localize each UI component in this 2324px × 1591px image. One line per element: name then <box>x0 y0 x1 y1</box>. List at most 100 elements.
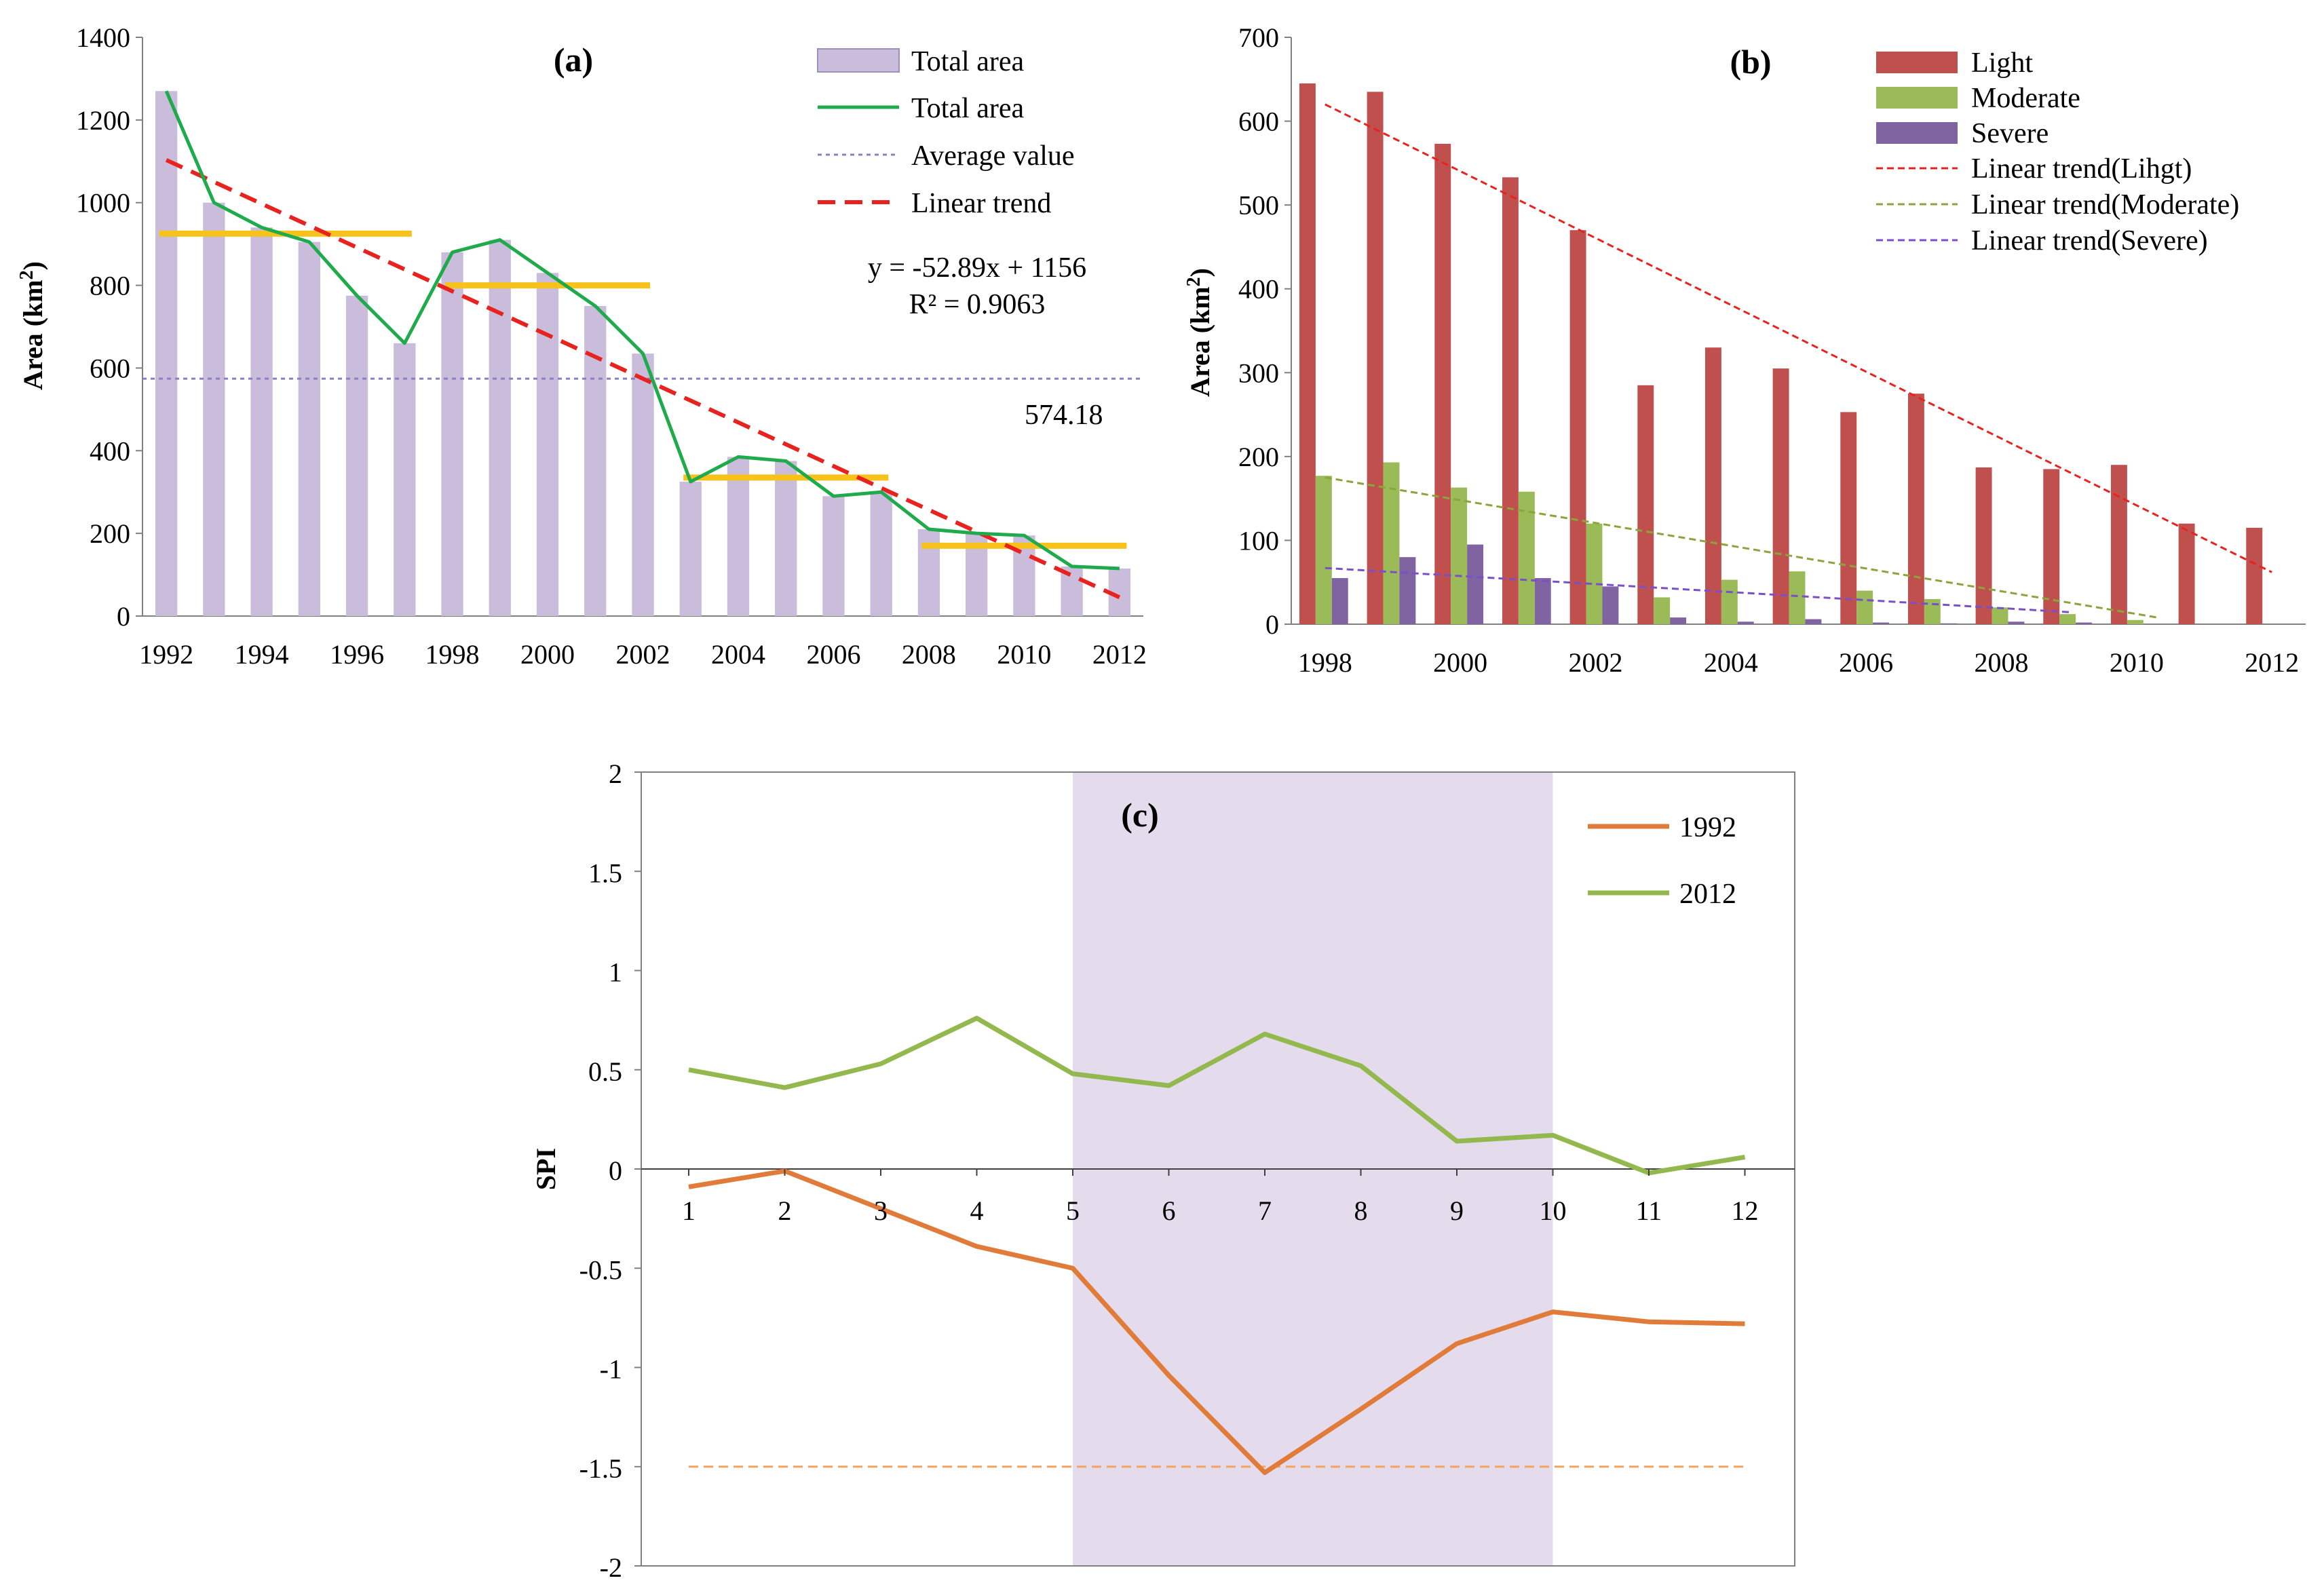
b-x-tick-label: 2010 <box>2110 647 2164 678</box>
c-y-tick-label: 1.5 <box>588 858 622 888</box>
a-x-tick-label: 1992 <box>139 639 193 670</box>
b-bar-severe <box>1670 617 1687 624</box>
b-y-tick-label: 600 <box>1238 107 1279 137</box>
a-bar <box>298 242 320 616</box>
a-legend-bar-swatch <box>817 48 900 73</box>
c-y-axis-label: SPI <box>531 1148 561 1190</box>
a-y-tick-label: 800 <box>90 271 130 301</box>
a-y-tick-label: 600 <box>90 353 130 383</box>
panel-a: 0 200 400 600 800 1000 1200 1400 1992 1994 1996 19… <box>16 22 1147 670</box>
a-bar <box>394 343 416 616</box>
b-legend-trend-moderate-label: Linear trend(Moderate) <box>1971 189 2239 221</box>
a-bar <box>870 492 892 616</box>
a-x-tick-label: 2008 <box>902 639 956 670</box>
a-bar <box>250 227 273 616</box>
b-bar-severe <box>1805 619 1822 624</box>
b-bar-light <box>1569 230 1586 624</box>
b-bar-moderate <box>1721 579 1738 624</box>
c-x-tick-label: 6 <box>1162 1195 1176 1226</box>
a-title: (a) <box>554 41 593 79</box>
b-bar-light <box>1434 143 1451 624</box>
b-trend-severe <box>1325 567 2070 613</box>
c-x-tick-label: 4 <box>970 1195 984 1226</box>
b-bar-severe <box>1602 586 1619 624</box>
b-bar-moderate <box>1856 590 1873 624</box>
b-y-tick-label: 400 <box>1238 274 1279 305</box>
c-line-1992 <box>688 1168 1745 1476</box>
a-bar <box>203 202 225 616</box>
c-x-tick-label: 7 <box>1258 1195 1272 1226</box>
b-bar-light <box>2246 527 2263 624</box>
c-y-tick-label: -2 <box>600 1552 622 1583</box>
a-bar <box>441 252 463 616</box>
b-legend-trend-severe-label: Linear trend(Severe) <box>1971 225 2208 256</box>
b-bar-light <box>1637 385 1654 624</box>
b-bar-light <box>1367 92 1384 625</box>
b-bar-moderate <box>1992 607 2008 624</box>
a-y-tick-label: 0 <box>117 601 130 632</box>
a-legend-average-label: Average value <box>911 140 1075 172</box>
c-x-tick-label: 3 <box>874 1195 888 1226</box>
c-line-2012 <box>688 1016 1746 1176</box>
c-x-tick-label: 8 <box>1354 1195 1368 1226</box>
a-y-tick-label: 1000 <box>76 188 130 218</box>
b-legend-moderate-swatch <box>1876 87 1958 109</box>
b-bar-severe <box>1873 622 1890 624</box>
b-bar-severe <box>1399 557 1416 624</box>
c-title: (c) <box>1121 796 1159 834</box>
b-bar-severe <box>1331 578 1348 624</box>
a-r-squared: R² = 0.9063 <box>909 289 1046 320</box>
b-x-tick-label: 2006 <box>1839 647 1893 678</box>
b-bar-light <box>1772 368 1789 624</box>
a-y-tick-label: 1400 <box>76 22 130 53</box>
a-legend-line-label: Total area <box>911 93 1024 124</box>
a-x-tick-label: 2004 <box>711 639 765 670</box>
b-y-tick-label: 300 <box>1238 358 1279 388</box>
panel-b: 0 100 200 300 400 500 600 700 1998 2000 2002 2004 2… <box>1183 22 2306 678</box>
a-bar <box>1061 566 1083 616</box>
b-bar-moderate <box>2127 619 2144 624</box>
c-x-tick-label: 5 <box>1066 1195 1080 1226</box>
b-y-tick-label: 0 <box>1265 609 1279 640</box>
c-x-tick-label: 10 <box>1540 1195 1567 1226</box>
a-y-axis-label: Area (km2) <box>16 261 48 390</box>
a-bar <box>345 295 368 616</box>
b-bar-severe <box>1737 621 1754 624</box>
b-x-tick-label: 2000 <box>1433 647 1487 678</box>
a-bar <box>632 353 654 616</box>
b-x-tick-label: 2008 <box>1975 647 2029 678</box>
c-x-tick-label: 9 <box>1450 1195 1464 1226</box>
b-x-tick-label: 2012 <box>2245 647 2299 678</box>
b-legend-moderate-label: Moderate <box>1971 83 2080 114</box>
b-x-tick-label: 2004 <box>1704 647 1758 678</box>
a-bar <box>917 529 940 616</box>
b-bar-light <box>1907 394 1924 624</box>
b-bar-moderate <box>1518 491 1535 624</box>
b-legend-light-swatch <box>1876 52 1958 73</box>
b-bar-light <box>1840 412 1857 624</box>
a-x-tick-label: 2002 <box>616 639 670 670</box>
a-trend-line <box>165 158 1121 600</box>
b-y-axis-label: Area (km2) <box>1183 268 1215 397</box>
a-total-area-line <box>164 90 1120 571</box>
b-y-tick-label: 500 <box>1238 190 1279 221</box>
b-trend-light <box>1325 103 2272 573</box>
b-bar-moderate <box>1654 597 1671 624</box>
a-x-tick-label: 2010 <box>997 639 1051 670</box>
c-x-tick-label: 1 <box>682 1195 696 1226</box>
a-bar <box>155 91 178 616</box>
b-bar-moderate <box>1789 571 1806 624</box>
b-bar-severe <box>1534 578 1551 624</box>
b-x-tick-label: 1998 <box>1298 647 1352 678</box>
b-bar-light <box>1502 177 1519 625</box>
a-y-tick-label: 400 <box>90 436 130 466</box>
a-x-tick-label: 2012 <box>1092 639 1147 670</box>
c-y-tick-label: 1 <box>609 957 622 988</box>
b-bar-light <box>1299 83 1316 624</box>
b-bar-light <box>2110 465 2127 624</box>
a-y-tick-label: 200 <box>90 518 130 549</box>
c-y-tick-label: 0.5 <box>588 1056 622 1087</box>
b-bar-moderate <box>2059 614 2076 624</box>
a-bar <box>822 496 845 616</box>
